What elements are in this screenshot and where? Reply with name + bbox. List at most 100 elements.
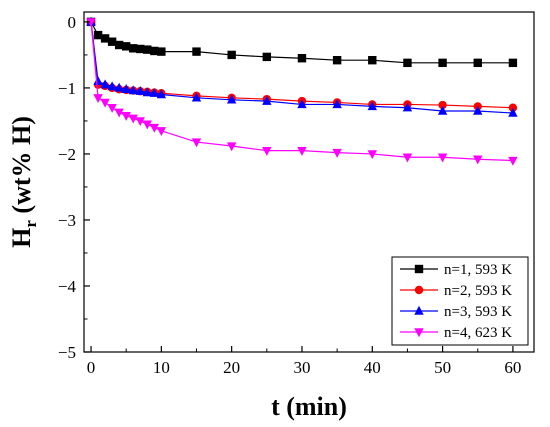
legend-marker — [414, 285, 424, 295]
legend-label: n=4, 623 K — [444, 325, 512, 341]
data-point — [100, 98, 110, 108]
data-point — [438, 100, 447, 110]
data-point — [135, 86, 145, 95]
data-point — [332, 148, 342, 158]
data-point — [128, 114, 138, 124]
legend: n=1, 593 K n=2, 593 K n=3, 593 K n=4, 623 K — [391, 256, 529, 346]
data-point — [367, 150, 377, 160]
series-3 — [86, 16, 518, 117]
data-point — [297, 54, 307, 63]
data-point — [262, 95, 272, 105]
y-tick-label: −3 — [58, 211, 76, 230]
ticks-layer: 0 10 20 30 40 50 60 0 −1 −2 −3 −4 −5 — [58, 13, 522, 377]
data-point — [226, 94, 237, 104]
data-point — [508, 107, 518, 117]
y-tick-label: −1 — [58, 79, 76, 98]
data-point — [192, 47, 201, 56]
data-point — [114, 40, 124, 50]
x-axis-title: t (min) — [271, 392, 347, 421]
data-point — [157, 47, 166, 56]
x-tick-label: 0 — [87, 358, 96, 377]
data-point — [149, 88, 160, 97]
data-point — [107, 81, 117, 91]
legend-box — [391, 256, 529, 346]
data-point — [368, 55, 377, 65]
x-tick-label: 30 — [293, 358, 310, 377]
data-point — [297, 99, 307, 109]
data-point — [150, 46, 159, 56]
data-point — [262, 146, 272, 156]
series-2 — [86, 17, 518, 112]
data-point — [135, 117, 145, 127]
data-point — [86, 18, 96, 28]
legend-marker — [414, 328, 424, 338]
data-point — [93, 76, 103, 86]
y-tick-label: −2 — [58, 145, 76, 164]
data-point — [473, 155, 483, 165]
data-point — [262, 52, 272, 62]
x-tick-label: 60 — [504, 358, 521, 377]
data-point — [93, 94, 103, 104]
data-point — [437, 105, 448, 115]
data-point — [473, 58, 482, 68]
data-point — [508, 156, 518, 166]
series-4 — [86, 18, 518, 166]
legend-marker — [414, 305, 424, 315]
y-axis-title-rest: (wt% H) — [7, 116, 36, 220]
data-point — [508, 58, 518, 68]
data-point — [332, 99, 342, 109]
data-point — [143, 45, 152, 54]
data-point — [142, 120, 152, 130]
data-point — [129, 44, 138, 53]
legend-item: n=2, 593 K — [400, 283, 512, 299]
data-point — [508, 103, 518, 112]
data-point — [121, 111, 131, 121]
y-axis-title: Hr (wt% H) — [7, 116, 40, 248]
data-point — [107, 37, 117, 46]
data-point — [156, 127, 167, 137]
y-axis-title-main: H — [7, 228, 36, 248]
data-point — [367, 101, 377, 111]
data-point — [114, 82, 124, 92]
legend-item: n=3, 593 K — [400, 304, 512, 320]
data-point — [142, 87, 152, 97]
data-point — [107, 104, 117, 113]
series-1 — [86, 17, 518, 68]
data-point — [121, 42, 131, 51]
data-point — [227, 50, 236, 60]
data-point — [437, 153, 448, 163]
data-point — [149, 123, 160, 133]
x-tick-label: 10 — [153, 358, 170, 377]
data-point — [136, 44, 145, 54]
y-tick-label: 0 — [68, 13, 77, 32]
data-point — [438, 58, 447, 68]
data-point — [93, 30, 103, 40]
data-point — [191, 92, 202, 102]
data-point — [402, 153, 413, 163]
data-point — [100, 34, 110, 43]
x-tick-label: 20 — [223, 358, 240, 377]
legend-marker — [414, 264, 424, 274]
data-point — [226, 142, 237, 152]
legend-label: n=1, 593 K — [444, 262, 512, 278]
y-tick-label: −5 — [58, 343, 76, 362]
data-point — [297, 146, 307, 156]
legend-item: n=1, 593 K — [400, 262, 512, 278]
x-tick-label: 50 — [434, 358, 451, 377]
legend-label: n=3, 593 K — [444, 304, 512, 320]
data-point — [332, 55, 342, 65]
plot-frame — [83, 11, 535, 353]
y-tick-label: −4 — [58, 277, 77, 296]
x-tick-label: 40 — [364, 358, 381, 377]
series-layer — [86, 16, 518, 166]
legend-label: n=2, 593 K — [444, 283, 512, 299]
data-point — [403, 58, 412, 68]
data-point — [114, 108, 124, 118]
data-point — [100, 79, 110, 89]
data-point — [128, 85, 138, 95]
legend-item: n=4, 623 K — [400, 325, 512, 341]
data-point — [121, 84, 131, 93]
data-point — [402, 102, 413, 112]
data-point — [191, 138, 202, 148]
